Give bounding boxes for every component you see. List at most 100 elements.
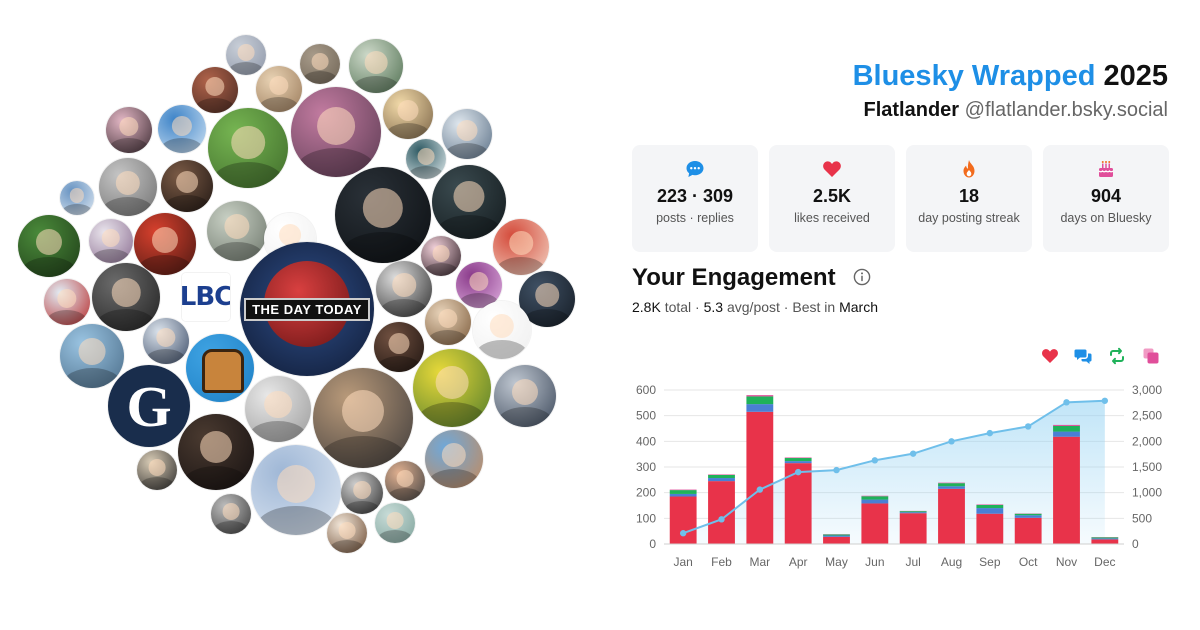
avatar[interactable]	[494, 365, 556, 427]
speech-bubble-icon	[686, 161, 704, 177]
avatar[interactable]	[327, 513, 367, 553]
avatar[interactable]	[375, 503, 415, 543]
cumulative-point	[794, 468, 802, 476]
avatar[interactable]	[18, 215, 80, 277]
bar-segment	[1053, 436, 1080, 544]
x-tick-label: Jul	[905, 555, 920, 569]
x-tick-label: Mar	[749, 555, 770, 569]
avatar[interactable]	[60, 181, 94, 215]
bar-segment	[899, 513, 927, 544]
x-tick-label: Apr	[789, 555, 808, 569]
y-tick-label: 300	[636, 460, 656, 474]
avatar[interactable]	[473, 301, 531, 359]
toast-graphic	[202, 348, 244, 394]
info-icon[interactable]	[853, 268, 871, 286]
bar-segment	[1014, 517, 1042, 544]
avatar[interactable]	[425, 299, 471, 345]
avatar[interactable]	[432, 165, 506, 239]
avatar[interactable]	[158, 105, 206, 153]
avatar[interactable]	[192, 67, 238, 113]
following-avatar-cluster: LBC THE DAY TODAY G	[18, 35, 575, 553]
bar-segment	[746, 396, 774, 405]
avatar[interactable]	[413, 349, 491, 427]
stat-value: 223 · 309	[656, 186, 734, 206]
bar-segment	[823, 535, 850, 537]
avatar[interactable]	[335, 167, 431, 263]
repost-icon[interactable]	[1108, 347, 1126, 365]
avatar[interactable]	[251, 445, 341, 535]
avatar[interactable]	[92, 263, 160, 331]
avatar[interactable]	[349, 39, 403, 93]
avatar[interactable]	[89, 219, 133, 263]
bar-segment	[976, 513, 1004, 544]
avatar[interactable]	[425, 430, 483, 488]
bar-segment	[976, 504, 1004, 505]
avatar[interactable]	[291, 87, 381, 177]
stat-label: posts · replies	[656, 211, 734, 225]
avatar-day-today[interactable]: THE DAY TODAY	[240, 242, 374, 376]
engagement-chart: 0 100 200 300 400 500 600 0 500 1,000 1,500 2,000 2,…	[636, 383, 1162, 569]
avatar[interactable]	[376, 261, 432, 317]
avatar[interactable]	[245, 376, 311, 442]
avatar[interactable]	[374, 322, 424, 372]
bar-segment	[861, 499, 889, 504]
avatar-lbc[interactable]: LBC	[182, 273, 230, 321]
cumulative-line-path	[682, 399, 1105, 535]
avatar[interactable]	[207, 201, 267, 261]
engagement-title: Your Engagement	[632, 264, 836, 291]
avatar[interactable]	[256, 66, 302, 112]
quote-icon[interactable]	[1142, 347, 1160, 365]
avatar[interactable]	[341, 472, 383, 514]
bar-segment	[938, 483, 965, 487]
avatar[interactable]	[60, 324, 124, 388]
guardian-logo-text: G	[126, 373, 172, 439]
reply-bubbles-icon[interactable]	[1074, 347, 1092, 365]
avatar-guardian[interactable]: G	[108, 365, 190, 447]
avatar[interactable]	[300, 44, 340, 84]
cumulative-point	[986, 429, 994, 437]
bar-segment	[746, 395, 774, 397]
bar-segment	[861, 496, 889, 500]
avatar[interactable]	[137, 450, 177, 490]
avatar[interactable]	[44, 279, 90, 325]
avatar[interactable]	[208, 108, 288, 188]
bar-segment	[669, 496, 697, 544]
avatar[interactable]	[143, 318, 189, 364]
bar-segment	[784, 461, 812, 464]
y-tick-label: 400	[636, 434, 656, 448]
avatar[interactable]	[442, 109, 492, 159]
avatar[interactable]	[211, 494, 251, 534]
header: Bluesky Wrapped 2025 Flatlander @flatlan…	[853, 58, 1168, 123]
avatar[interactable]	[493, 219, 549, 275]
avatar-toast[interactable]	[186, 334, 254, 402]
avatar[interactable]	[134, 213, 196, 275]
avatar[interactable]	[421, 236, 461, 276]
stat-label: days on Bluesky	[1060, 211, 1152, 225]
stat-value: 2.5K	[812, 186, 852, 206]
y2-tick-label: 1,000	[1132, 486, 1162, 500]
chart-bars	[669, 395, 1119, 544]
avatar[interactable]	[313, 368, 413, 468]
stat-card-posts: 223 · 309 posts · replies	[632, 145, 758, 252]
flame-icon	[963, 160, 975, 178]
bar-segment	[708, 474, 735, 479]
heart-icon[interactable]	[1041, 347, 1059, 365]
avatar[interactable]	[99, 158, 157, 216]
y2-tick-label: 0	[1132, 537, 1139, 551]
avatar[interactable]	[383, 89, 433, 139]
x-tick-label: Sep	[979, 555, 1001, 569]
avatar[interactable]	[406, 139, 446, 179]
bar-segment	[1091, 538, 1119, 540]
stat-value: 18	[958, 186, 980, 206]
heart-icon	[823, 161, 841, 177]
bar-segment	[746, 411, 774, 544]
avatar[interactable]	[226, 35, 266, 75]
bar-segment	[899, 512, 927, 514]
avatar[interactable]	[385, 461, 425, 501]
avatar[interactable]	[106, 107, 152, 153]
avatar[interactable]	[161, 160, 213, 212]
cumulative-point	[909, 450, 917, 457]
x-tick-label: Jun	[865, 555, 884, 569]
avatar[interactable]	[178, 414, 254, 490]
x-tick-label: Feb	[711, 555, 732, 569]
